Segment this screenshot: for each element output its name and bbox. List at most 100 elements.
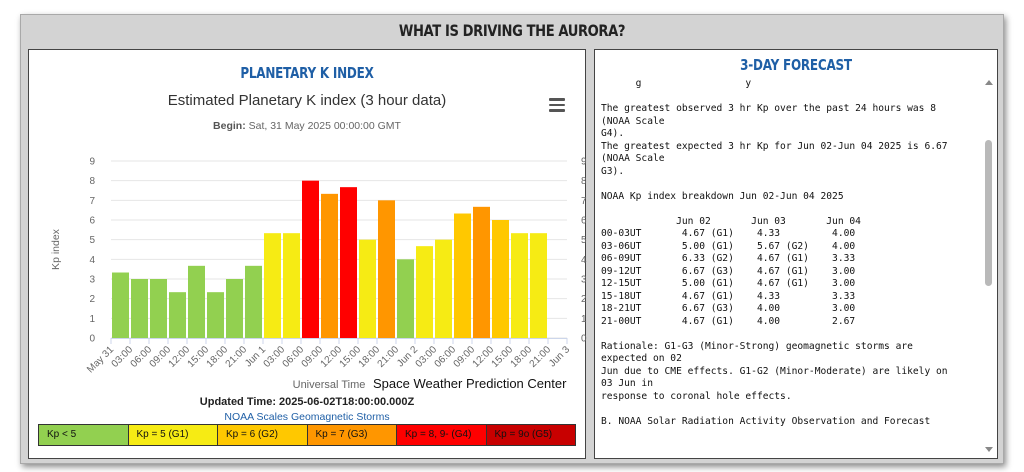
- y-tick-label-left: 8: [89, 176, 95, 187]
- y-tick-label-right: 9: [581, 157, 587, 168]
- scroll-up-arrow-icon[interactable]: [985, 80, 993, 85]
- y-tick-label-right: 4: [581, 255, 587, 266]
- kp-bar: [530, 233, 547, 338]
- begin-date: Begin: Sat, 31 May 2025 00:00:00 GMT: [29, 120, 585, 132]
- forecast-line: B. NOAA Solar Radiation Activity Observa…: [601, 415, 931, 427]
- panel-title-forecast: 3-DAY FORECAST: [740, 56, 852, 74]
- noaa-scales-link[interactable]: NOAA Scales Geomagnetic Storms: [224, 411, 390, 423]
- scale-legend-item: Kp = 8, 9- (G4): [397, 425, 487, 445]
- x-tick-label: 21:00: [376, 344, 402, 370]
- kp-bar: [340, 187, 357, 338]
- forecast-line: Jun 02 Jun 03 Jun 04: [601, 215, 861, 227]
- kp-bar: [416, 246, 433, 338]
- y-tick-label-right: 7: [581, 196, 587, 207]
- begin-label: Begin:: [213, 120, 246, 132]
- y-tick-label-left: 1: [89, 314, 95, 325]
- kp-bar: [511, 233, 528, 338]
- kp-bar: [112, 272, 129, 338]
- scale-legend-item: Kp = 6 (G2): [218, 425, 308, 445]
- y-tick-label-right: 3: [581, 275, 587, 286]
- forecast-line: Jun due to CME effects. G1-G2 (Minor-Mod…: [601, 365, 948, 377]
- forecast-line: g y: [601, 78, 752, 89]
- forecast-line: [601, 403, 981, 416]
- forecast-line: [601, 91, 981, 104]
- forecast-text-area[interactable]: g y The greatest observed 3 hr Kp over t…: [601, 78, 981, 454]
- kp-bar: [397, 259, 414, 338]
- kp-bar: [359, 239, 376, 338]
- y-tick-label-right: 0: [581, 334, 587, 345]
- geomagnetic-scale-legend: Kp < 5 Kp = 5 (G1) Kp = 6 (G2) Kp = 7 (G3) K…: [38, 424, 576, 446]
- forecast-line: 12-15UT 5.00 (G1) 4.67 (G1) 3.00: [601, 278, 856, 289]
- kp-bar: [473, 206, 490, 338]
- scale-legend-item: Kp = 5 (G1): [128, 425, 218, 445]
- kp-bar: [492, 220, 509, 338]
- forecast-line: 00-03UT 4.67 (G1) 4.33 4.00: [601, 228, 856, 239]
- y-tick-label-left: 7: [89, 196, 95, 207]
- updated-label: Updated Time:: [199, 396, 276, 408]
- kp-bar: [131, 279, 148, 338]
- kp-bar: [169, 292, 186, 338]
- panel-title-kp: PLANETARY K INDEX: [240, 64, 374, 82]
- kp-bar: [302, 180, 319, 338]
- chart-title: Estimated Planetary K index (3 hour data…: [167, 92, 447, 109]
- forecast-line: expected on 02: [601, 353, 682, 364]
- kp-bar: [150, 279, 167, 338]
- kp-bar: [188, 265, 205, 338]
- kp-bar: [226, 279, 243, 338]
- y-tick-label-left: 3: [89, 275, 95, 286]
- forecast-scrollbar[interactable]: [983, 78, 995, 454]
- forecast-line: 09-12UT 6.67 (G3) 4.67 (G1) 3.00: [601, 265, 856, 277]
- forecast-line: 03 Jun in: [601, 378, 653, 389]
- y-tick-label-right: 2: [581, 294, 587, 305]
- forecast-line: [601, 203, 981, 216]
- kp-bar: [283, 233, 300, 338]
- forecast-line: NOAA Kp index breakdown Jun 02-Jun 04 20…: [601, 190, 844, 202]
- section-title: WHAT IS DRIVING THE AURORA?: [398, 21, 626, 40]
- hamburger-menu-icon[interactable]: [549, 98, 565, 112]
- y-tick-label-left: 4: [89, 255, 95, 266]
- forecast-line: [601, 328, 981, 341]
- kp-bar: [378, 200, 395, 338]
- forecast-line: The greatest observed 3 hr Kp over the p…: [601, 103, 937, 114]
- forecast-line: 18-21UT 6.67 (G3) 4.00 3.00: [601, 303, 856, 314]
- forecast-line: G4).: [601, 128, 625, 139]
- scale-legend-item: Kp = 9o (G5): [486, 425, 575, 445]
- y-tick-label-left: 2: [89, 294, 95, 305]
- forecast-line: 06-09UT 6.33 (G2) 4.67 (G1) 3.33: [601, 253, 856, 264]
- forecast-line: 15-18UT 4.67 (G1) 4.33 3.33: [601, 290, 856, 302]
- forecast-line: 21-00UT 4.67 (G1) 4.00 2.67: [601, 315, 856, 327]
- source-credit: Space Weather Prediction Center: [373, 376, 567, 391]
- x-tick-label: 21:00: [224, 344, 250, 370]
- y-axis-title: Kp index: [50, 228, 62, 270]
- scroll-thumb[interactable]: [985, 140, 992, 286]
- y-tick-label-right: 6: [581, 216, 587, 227]
- kp-bar: [435, 239, 452, 338]
- kp-bar: [207, 292, 224, 338]
- three-day-forecast-panel: 3-DAY FORECAST g y The greatest observed…: [594, 49, 998, 459]
- updated-value: 2025-06-02T18:00:00.000Z: [279, 396, 415, 408]
- y-tick-label-right: 8: [581, 176, 587, 187]
- x-tick-label: 21:00: [528, 344, 554, 370]
- kp-bar: [321, 193, 338, 338]
- forecast-line: 03-06UT 5.00 (G1) 5.67 (G2) 4.00: [601, 240, 856, 252]
- forecast-line: [601, 178, 981, 191]
- y-tick-label-left: 9: [89, 157, 95, 168]
- scroll-down-arrow-icon[interactable]: [985, 447, 993, 452]
- forecast-line: (NOAA Scale: [601, 153, 665, 164]
- scale-legend-item: Kp = 7 (G3): [307, 425, 397, 445]
- kp-bar: [454, 213, 471, 338]
- y-tick-label-right: 1: [581, 314, 587, 325]
- kp-bar: [264, 233, 281, 338]
- forecast-line: G3).: [601, 165, 625, 177]
- forecast-line: (NOAA Scale: [601, 115, 665, 127]
- y-tick-label-left: 0: [89, 334, 95, 345]
- kp-bar: [245, 265, 262, 338]
- forecast-line: response to coronal hole effects.: [601, 390, 792, 402]
- x-tick-label: Jun 3: [547, 344, 572, 369]
- scale-legend-item: Kp < 5: [39, 425, 129, 445]
- begin-value: Sat, 31 May 2025 00:00:00 GMT: [248, 120, 401, 132]
- forecast-line: Rationale: G1-G3 (Minor-Strong) geomagne…: [601, 340, 913, 352]
- updated-time: Updated Time: 2025-06-02T18:00:00.000Z: [29, 396, 585, 408]
- y-tick-label-left: 6: [89, 216, 95, 227]
